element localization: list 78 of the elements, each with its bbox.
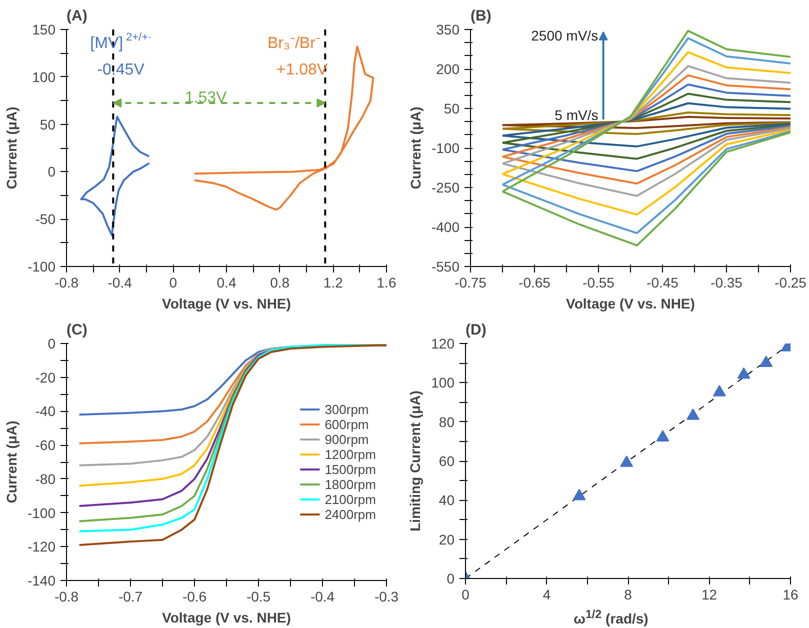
y-tick-label: -120: [27, 538, 56, 555]
y-tick-label: -140: [27, 572, 56, 588]
y-tick-label: -40: [35, 403, 56, 420]
x-tick-label: 0: [169, 274, 178, 290]
annotation: -0.45V: [97, 61, 145, 78]
y-tick-label: -400: [431, 219, 460, 235]
x-axis-title: ω$^{1/2}$ (rad/s): [574, 607, 648, 628]
legend-label: 2100rpm: [324, 492, 376, 506]
y-tick-label: -60: [35, 437, 56, 454]
x-tick-label: 8: [624, 586, 632, 602]
annotation: 1.53V: [184, 90, 228, 107]
y-tick-label: -250: [431, 180, 460, 196]
y-tick-label: 20: [438, 531, 455, 548]
legend-label: 900rpm: [324, 432, 369, 446]
chart-title: (C): [66, 322, 88, 338]
y-tick-label: 0: [48, 164, 56, 180]
x-tick-label: 4: [542, 586, 551, 602]
y-tick-label: 0: [446, 570, 455, 586]
legend-label: 1500rpm: [324, 462, 376, 476]
annotation: Br₃⁻/Br⁻: [267, 35, 320, 52]
x-tick-label: 12: [701, 586, 718, 602]
y-tick-label: 50: [40, 116, 56, 132]
x-tick-label: -0.3: [374, 588, 399, 604]
x-tick-label: -0.55: [582, 274, 615, 290]
chart-title: (B): [470, 8, 492, 24]
x-tick-label: 0.4: [216, 274, 236, 290]
y-axis-title: Current (μA): [3, 420, 20, 504]
annotation: 2500 mV/s: [531, 27, 598, 44]
y-tick-label: -20: [35, 369, 56, 386]
x-tick-label: -0.45: [646, 274, 679, 290]
y-tick-label: 200: [436, 61, 460, 77]
x-tick-label: -0.35: [710, 274, 743, 290]
x-axis-title: Voltage (V vs. NHE): [566, 296, 695, 312]
legend-label: 600rpm: [324, 416, 369, 432]
x-tick-label: 0: [462, 586, 470, 602]
x-tick-label: -0.65: [518, 274, 551, 290]
y-tick-label: 60: [438, 453, 455, 469]
y-tick-label: -100: [431, 140, 460, 156]
y-tick-label: -80: [35, 470, 56, 487]
x-tick-label: -0.4: [108, 274, 132, 290]
legend-label: 1200rpm: [324, 446, 376, 462]
x-tick-label: -0.25: [774, 274, 807, 290]
x-tick-label: 1.2: [323, 274, 344, 290]
x-tick-label: -0.8: [54, 588, 79, 604]
x-tick-label: 16: [782, 586, 798, 602]
y-tick-label: 120: [431, 336, 455, 352]
y-tick-label: -50: [35, 211, 56, 228]
y-axis-title: Current (μA): [407, 106, 424, 190]
x-tick-label: -0.7: [118, 588, 143, 604]
y-tick-label: -100: [27, 504, 56, 521]
y-tick-label: 0: [48, 336, 56, 352]
y-axis-title: Limiting Current (μA): [407, 390, 424, 532]
x-tick-label: -0.5: [246, 588, 271, 604]
y-tick-label: -100: [27, 258, 56, 274]
x-axis-title: Voltage (V vs. NHE): [162, 610, 291, 626]
x-axis-title: Voltage (V vs. NHE): [162, 296, 291, 312]
y-axis-title: Current (μA): [3, 106, 20, 190]
y-tick-label: 350: [436, 22, 460, 38]
y-tick-label: 100: [431, 374, 455, 391]
x-tick-label: -0.75: [454, 274, 487, 290]
legend-label: 300rpm: [324, 402, 369, 416]
legend-label: 2400rpm: [324, 506, 376, 522]
y-tick-label: 100: [32, 68, 56, 85]
y-tick-label: 40: [438, 492, 455, 508]
x-tick-label: -0.6: [182, 588, 207, 604]
legend-label: 1800rpm: [324, 476, 376, 492]
annotation: 5 mV/s: [554, 106, 598, 123]
x-tick-label: 1.6: [376, 274, 396, 290]
y-tick-label: 150: [32, 22, 56, 38]
y-tick-label: -550: [431, 258, 460, 274]
chart-title: (D): [466, 322, 486, 338]
annotation: +1.08V: [276, 61, 328, 78]
y-tick-label: 50: [444, 100, 460, 116]
x-tick-label: 0.8: [270, 274, 290, 290]
chart-title: (A): [66, 8, 88, 24]
x-tick-label: -0.4: [310, 588, 335, 604]
y-tick-label: 80: [438, 414, 455, 430]
x-tick-label: -0.8: [54, 274, 79, 290]
